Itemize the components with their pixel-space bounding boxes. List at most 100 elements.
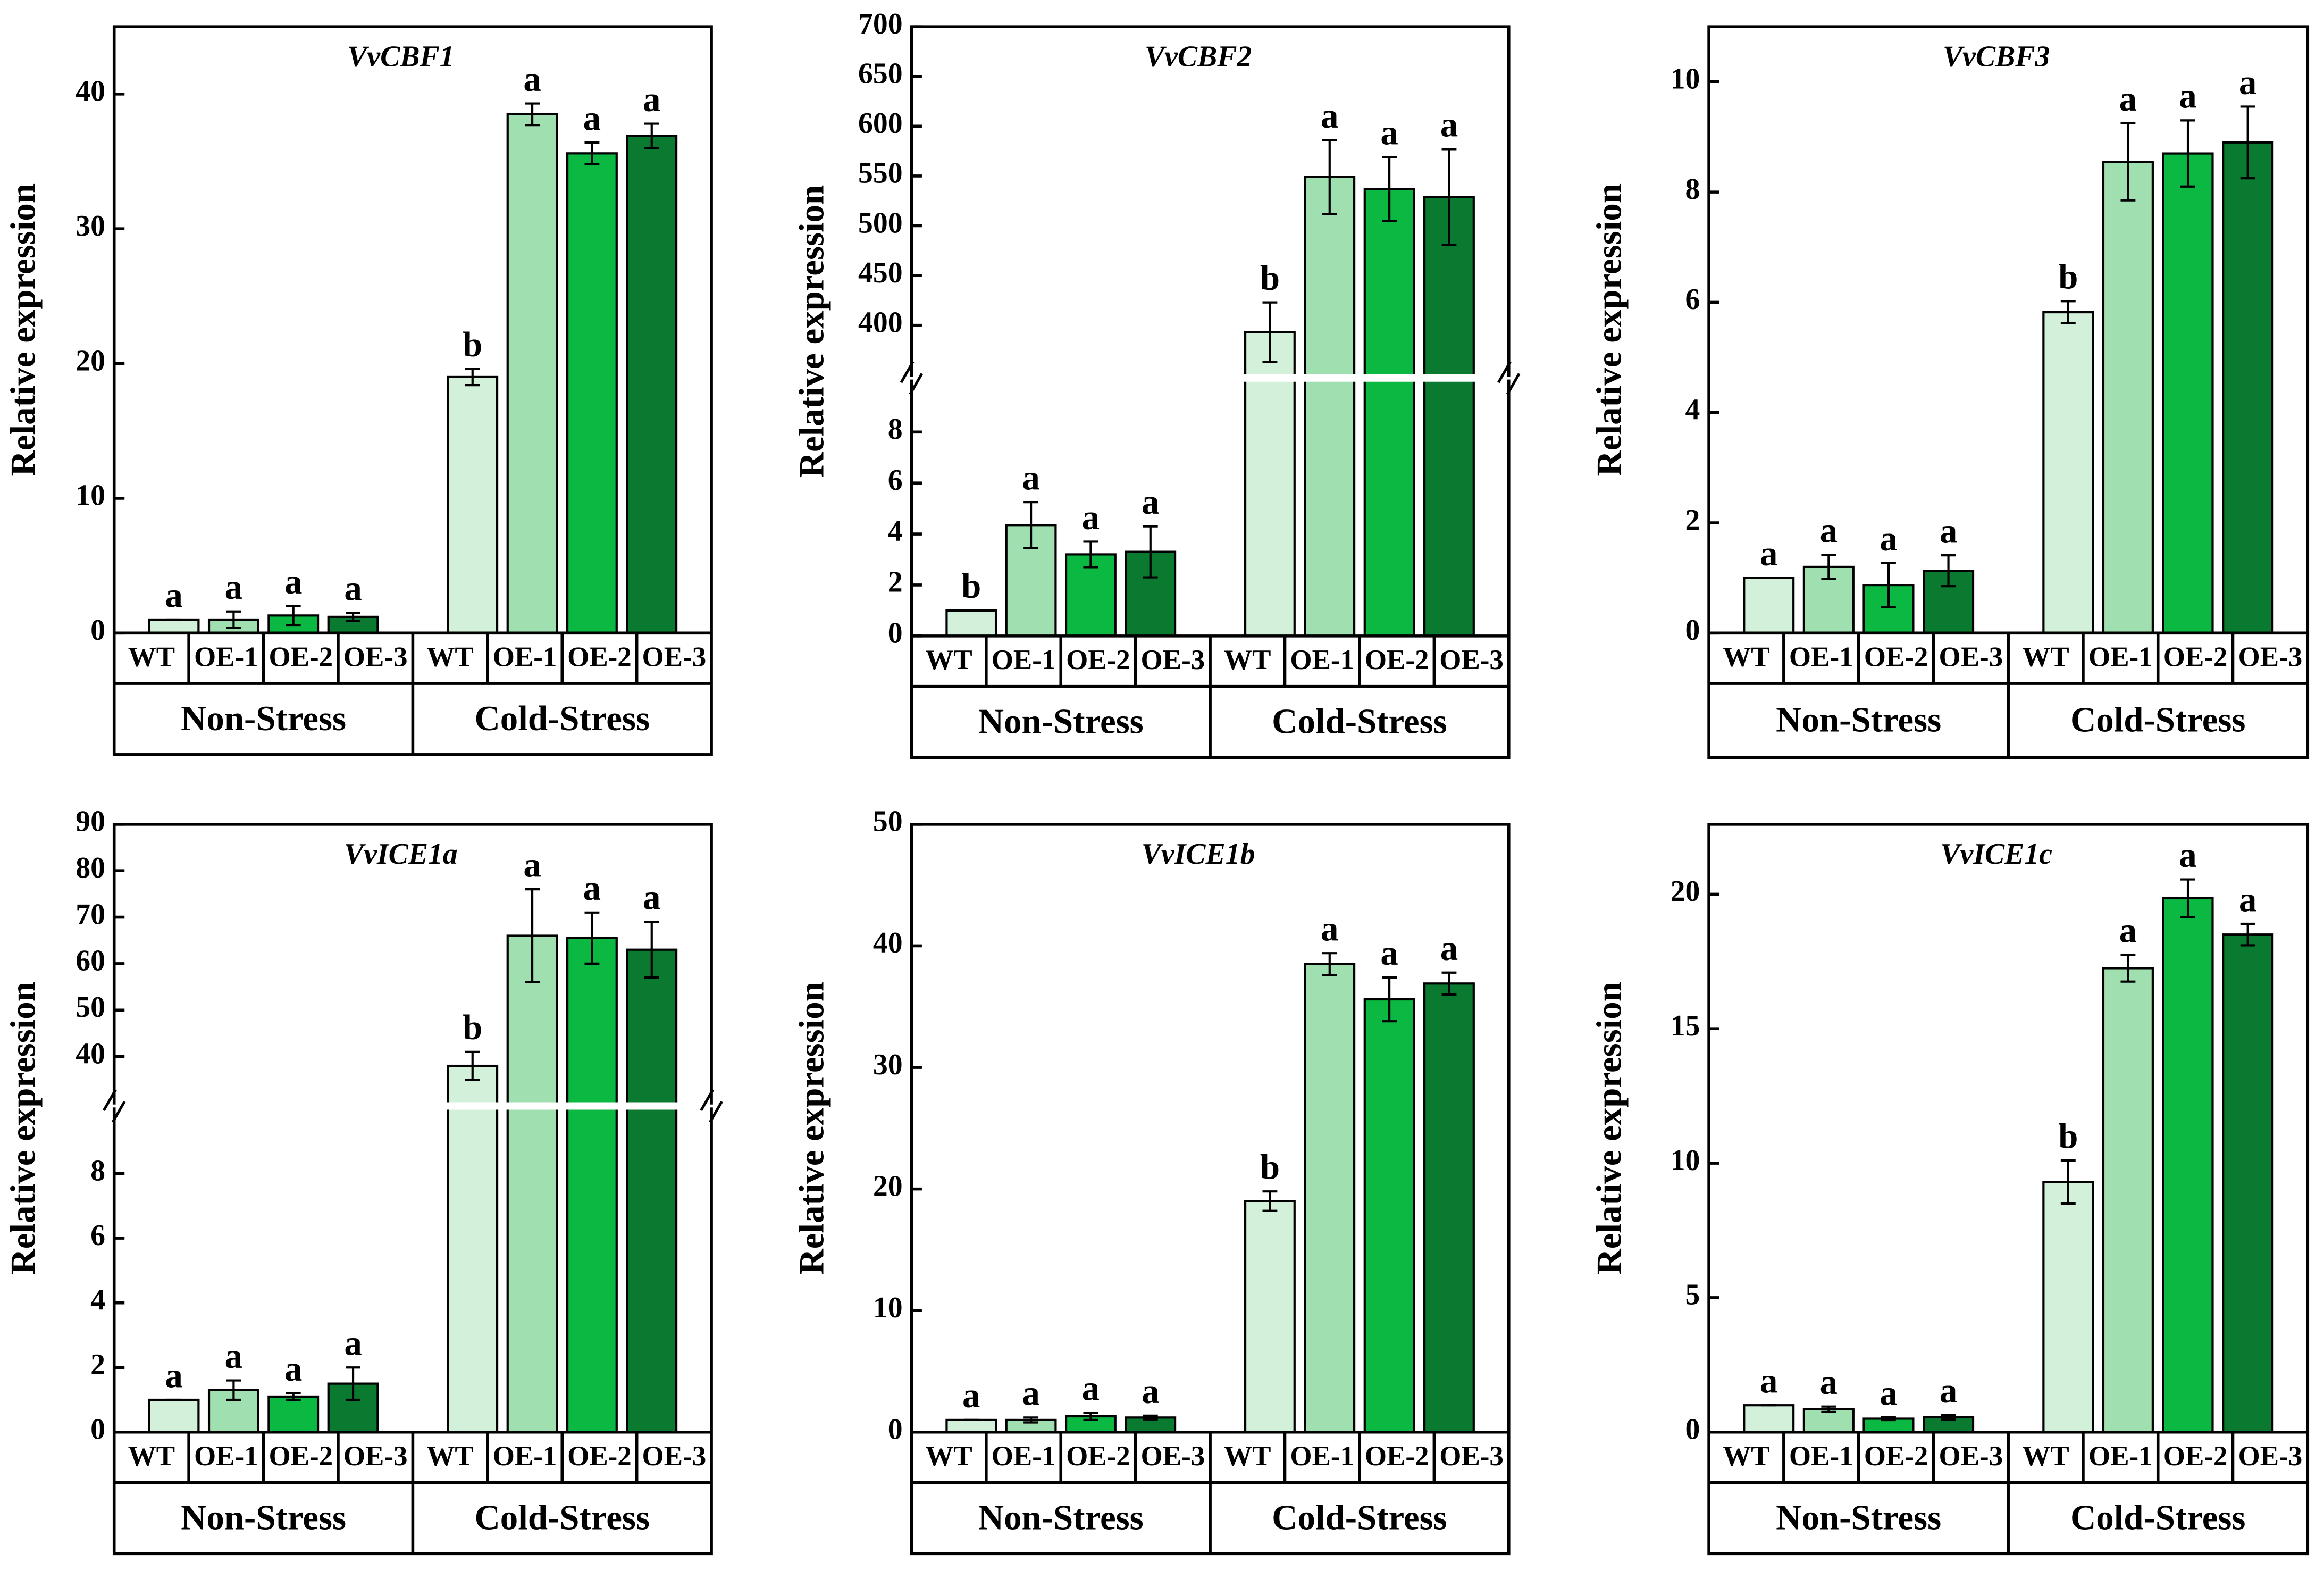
x-tick-label: OE-1 <box>493 1441 557 1472</box>
y-tick-label: 40 <box>75 75 105 108</box>
bar <box>1244 331 1296 637</box>
x-tick-label: OE-1 <box>1789 642 1853 673</box>
y-tick-label: 50 <box>873 805 903 838</box>
y-tick-label: 5 <box>1685 1279 1700 1312</box>
group-label: Non-Stress <box>978 1498 1144 1537</box>
error-bar <box>1143 525 1158 579</box>
significance-letter: a <box>344 569 362 608</box>
x-tick-label: OE-1 <box>992 1441 1056 1472</box>
y-tick-label: 4 <box>1685 393 1700 426</box>
bar <box>506 113 558 634</box>
y-tick-label: 600 <box>858 107 903 140</box>
significance-letter: a <box>583 868 601 908</box>
error-bar <box>1023 1416 1039 1424</box>
significance-letter: b <box>1260 258 1280 298</box>
y-axis-label: Relative expression <box>792 982 832 1275</box>
significance-letter: a <box>2119 911 2137 950</box>
error-bar <box>1143 1414 1158 1421</box>
x-tick-label: OE-2 <box>269 1441 333 1472</box>
x-tick-label: OE-3 <box>642 1441 707 1472</box>
y-tick-label: 0 <box>888 617 903 650</box>
group-label: Cold-Stress <box>1272 1498 1447 1537</box>
x-tick-label: OE-3 <box>1439 645 1504 675</box>
bar <box>148 1398 200 1433</box>
x-tick-label: WT <box>128 1441 175 1472</box>
significance-letter: a <box>284 562 302 602</box>
error-bar <box>2120 122 2136 202</box>
y-tick-label: 450 <box>858 256 903 289</box>
error-bar <box>2060 300 2076 324</box>
y-tick-label: 0 <box>90 1413 105 1446</box>
y-tick-label: 6 <box>888 464 903 497</box>
group-label: Non-Stress <box>978 702 1144 741</box>
y-tick-label: 2 <box>90 1348 105 1381</box>
significance-letter: b <box>1260 1148 1280 1187</box>
error-bar <box>1941 554 1956 588</box>
x-tick-label: OE-3 <box>1439 1441 1504 1472</box>
y-tick-label: 10 <box>1671 63 1700 96</box>
y-tick-label: 30 <box>873 1048 903 1081</box>
significance-letter: a <box>523 845 541 884</box>
error-bar <box>1821 554 1836 580</box>
significance-letter: a <box>1380 113 1398 153</box>
y-tick-label: 8 <box>888 413 903 446</box>
y-tick-label: 10 <box>873 1291 903 1324</box>
y-tick-label: 650 <box>858 57 903 90</box>
bar <box>1743 577 1795 634</box>
x-tick-label: WT <box>128 642 175 673</box>
significance-letter: a <box>1940 511 1957 550</box>
bar <box>566 152 618 634</box>
significance-letter: a <box>1142 1372 1159 1411</box>
significance-letter: a <box>1022 458 1039 497</box>
bar <box>447 1064 499 1433</box>
bar <box>2042 311 2094 634</box>
error-bar <box>1941 1414 1956 1421</box>
chart-title: VvICE1a <box>344 838 458 871</box>
y-axis-label: Relative expression <box>4 982 43 1275</box>
x-tick-label: OE-3 <box>343 1441 408 1472</box>
x-tick-label: OE-3 <box>2238 642 2303 673</box>
error-bar <box>2060 1159 2076 1205</box>
significance-letter: a <box>2179 836 2196 875</box>
y-tick-label: 0 <box>1685 614 1700 647</box>
significance-letter: a <box>643 878 660 917</box>
group-label: Non-Stress <box>181 699 346 738</box>
y-axis-label: Relative expression <box>1589 183 1629 477</box>
y-tick-label: 8 <box>90 1154 105 1187</box>
bar <box>2222 933 2274 1433</box>
error-bar <box>1083 540 1098 569</box>
x-tick-label: OE-2 <box>1864 1441 1928 1472</box>
group-label: Cold-Stress <box>2070 1498 2246 1537</box>
significance-letter: b <box>2058 257 2078 297</box>
bar <box>566 937 618 1433</box>
x-tick-label: OE-1 <box>992 645 1056 675</box>
significance-letter: a <box>1820 511 1838 550</box>
bar <box>1743 1404 1795 1433</box>
significance-letter: b <box>961 566 981 606</box>
x-tick-label: OE-1 <box>2088 642 2153 673</box>
error-bar <box>1083 1412 1098 1421</box>
error-bar <box>644 122 659 149</box>
bar <box>1304 176 1356 637</box>
bar <box>2042 1181 2094 1433</box>
significance-letter: a <box>1440 929 1458 968</box>
frame <box>1707 25 2310 759</box>
significance-letter: a <box>1880 1373 1897 1413</box>
significance-letter: a <box>1082 498 1100 537</box>
x-tick-label: WT <box>1723 1441 1769 1472</box>
y-tick-label: 20 <box>1671 875 1700 908</box>
significance-letter: a <box>2239 63 2256 102</box>
y-tick-label: 40 <box>75 1037 105 1070</box>
x-tick-label: OE-1 <box>2088 1441 2153 1472</box>
significance-letter: a <box>1380 933 1398 973</box>
group-label: Cold-Stress <box>474 1498 650 1537</box>
y-tick-label: 20 <box>873 1170 903 1202</box>
error-bar <box>644 921 659 979</box>
x-tick-label: OE-2 <box>1864 642 1928 673</box>
group-label: Non-Stress <box>1776 700 1941 740</box>
significance-letter: a <box>1940 1371 1957 1410</box>
significance-letter: a <box>643 80 660 119</box>
bar <box>1244 1200 1296 1433</box>
frame <box>112 823 713 1556</box>
